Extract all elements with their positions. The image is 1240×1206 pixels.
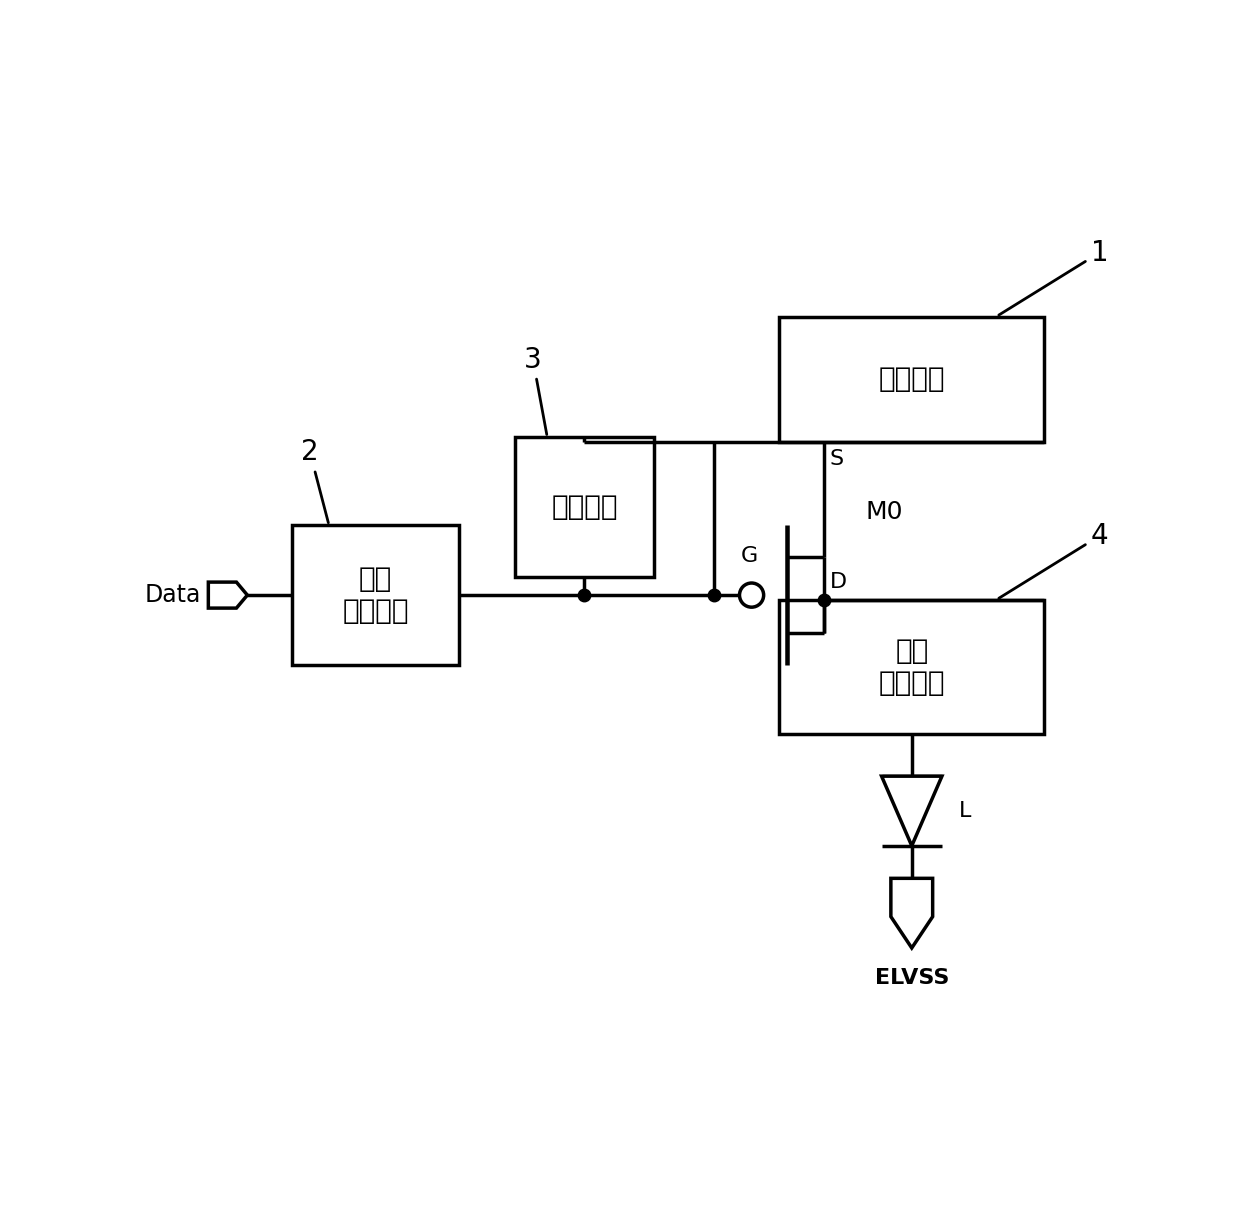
Text: Data: Data: [145, 582, 201, 607]
Text: 发光
控制模块: 发光 控制模块: [878, 637, 945, 697]
Text: 4: 4: [998, 522, 1109, 598]
Text: S: S: [830, 450, 843, 469]
Text: 2: 2: [301, 439, 329, 522]
Polygon shape: [882, 777, 942, 845]
Text: ELVSS: ELVSS: [874, 968, 949, 989]
Polygon shape: [208, 582, 247, 608]
Text: 3: 3: [525, 346, 547, 434]
Text: M0: M0: [866, 499, 903, 523]
Text: 数据
写入模块: 数据 写入模块: [342, 564, 409, 625]
FancyBboxPatch shape: [515, 438, 653, 576]
Text: 1: 1: [998, 239, 1109, 315]
FancyBboxPatch shape: [291, 526, 459, 665]
Polygon shape: [890, 878, 932, 948]
Text: L: L: [959, 801, 971, 821]
Text: 复位模块: 复位模块: [878, 365, 945, 393]
Text: D: D: [830, 573, 847, 592]
FancyBboxPatch shape: [780, 599, 1044, 734]
Text: 电容模块: 电容模块: [551, 493, 618, 521]
FancyBboxPatch shape: [780, 316, 1044, 441]
Text: G: G: [742, 546, 759, 567]
